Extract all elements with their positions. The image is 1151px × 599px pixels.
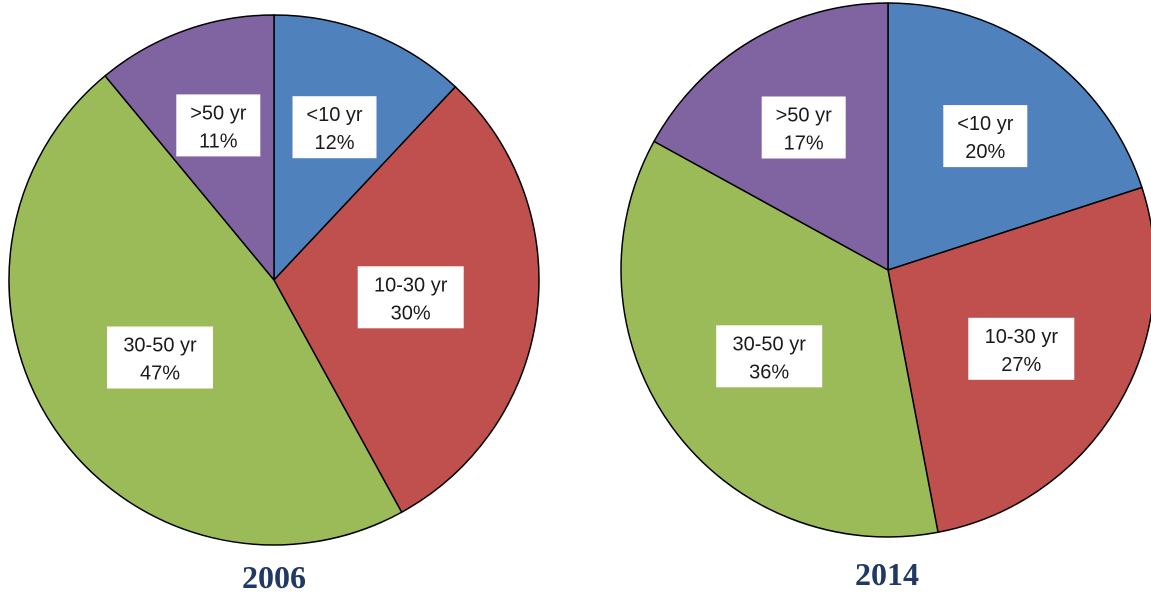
chart-title-2014: 2014 — [855, 556, 919, 592]
slice-percent-label: 36% — [749, 361, 789, 383]
data-label-box — [716, 325, 823, 388]
pie-chart-2006: <10 yr 12% 10-30 yr 30% 30-50 yr 47% >50 yr 11% — [8, 14, 540, 546]
chart-title-2006: 2006 — [242, 559, 306, 595]
data-label-10-30-yr: 10-30 yr 27% — [968, 317, 1075, 380]
data-label-30-50-yr: 30-50 yr 36% — [716, 325, 823, 388]
data-label-over-50-yr: >50 yr 17% — [761, 96, 846, 159]
data-label-box — [761, 96, 846, 159]
data-label-30-50-yr: 30-50 yr 47% — [107, 326, 213, 389]
slice-percent-label: 27% — [1001, 354, 1041, 376]
data-label-under-10-yr: <10 yr 12% — [292, 96, 377, 159]
data-label-over-50-yr: >50 yr 11% — [176, 94, 261, 157]
data-label-box — [176, 94, 261, 157]
pie-slice-30-50-yr — [8, 74, 403, 546]
slice-category-label: <10 yr — [957, 113, 1013, 135]
slice-category-label: >50 yr — [776, 105, 832, 127]
slice-percent-label: 47% — [140, 363, 180, 385]
slice-percent-label: 17% — [784, 133, 824, 155]
pie-chart-2014: <10 yr 20% 10-30 yr 27% 30-50 yr 36% >50 yr 17% — [620, 2, 1151, 538]
data-label-box — [943, 105, 1028, 168]
data-label-box — [107, 326, 213, 389]
slice-category-label: >50 yr — [190, 102, 246, 124]
slice-percent-label: 11% — [199, 130, 238, 152]
data-label-box — [357, 266, 464, 329]
data-label-box — [968, 317, 1075, 380]
slice-category-label: 10-30 yr — [374, 274, 448, 296]
slice-category-label: 30-50 yr — [733, 333, 807, 355]
slice-percent-label: 12% — [314, 132, 354, 154]
data-label-under-10-yr: <10 yr 20% — [943, 105, 1028, 168]
slice-category-label: <10 yr — [306, 104, 362, 126]
slice-category-label: 30-50 yr — [123, 335, 197, 357]
slice-percent-label: 20% — [965, 141, 1005, 163]
data-label-box — [292, 96, 377, 159]
data-label-10-30-yr: 10-30 yr 30% — [357, 266, 464, 329]
slice-percent-label: 30% — [391, 302, 431, 324]
slice-category-label: 10-30 yr — [985, 326, 1059, 348]
